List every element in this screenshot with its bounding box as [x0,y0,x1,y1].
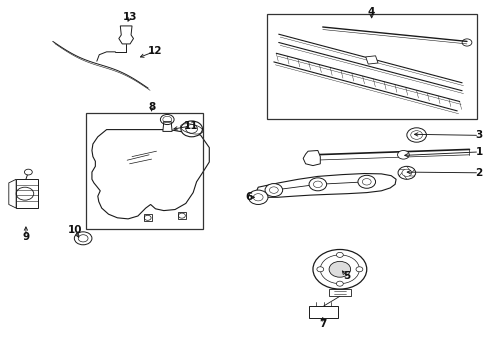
Bar [85,113,203,229]
Polygon shape [178,212,185,219]
Circle shape [74,232,92,245]
Circle shape [312,249,366,289]
Polygon shape [9,179,16,208]
Text: 6: 6 [245,192,252,202]
Polygon shape [16,179,38,208]
Polygon shape [256,174,395,197]
Circle shape [357,175,375,188]
Polygon shape [119,26,133,44]
Text: 2: 2 [475,168,482,178]
Circle shape [181,121,202,137]
Text: 7: 7 [318,319,326,329]
Circle shape [248,190,267,204]
Text: 12: 12 [148,46,163,56]
Text: 8: 8 [148,102,155,112]
Polygon shape [365,56,377,64]
Circle shape [397,150,408,159]
Polygon shape [144,214,151,221]
Text: 9: 9 [22,232,29,242]
Text: 11: 11 [183,121,198,131]
Text: 1: 1 [475,147,482,157]
Polygon shape [328,289,350,296]
Circle shape [336,281,343,286]
Text: 10: 10 [67,225,82,235]
Circle shape [264,184,282,197]
Bar [266,14,476,119]
Text: 4: 4 [367,6,375,17]
Circle shape [336,252,343,257]
Circle shape [406,128,426,142]
Polygon shape [308,306,338,318]
Polygon shape [163,122,172,131]
Polygon shape [92,130,209,219]
Polygon shape [303,150,320,166]
Circle shape [355,267,362,272]
Circle shape [24,169,32,175]
Text: 13: 13 [122,12,137,22]
Circle shape [308,178,326,191]
Text: 3: 3 [475,130,482,140]
Circle shape [316,267,323,272]
Circle shape [328,261,350,277]
Text: 5: 5 [343,271,350,282]
Circle shape [397,166,415,179]
